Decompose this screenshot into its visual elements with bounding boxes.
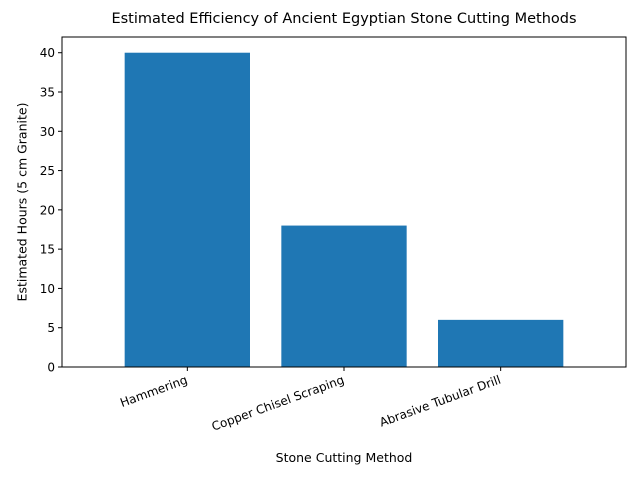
y-tick-label: 40 (40, 46, 55, 60)
bar (124, 52, 250, 367)
chart-title: Estimated Efficiency of Ancient Egyptian… (111, 11, 577, 27)
x-tick-label: Copper Chisel Scraping (210, 373, 346, 434)
bar (438, 319, 564, 367)
y-tick-label: 30 (40, 125, 55, 139)
x-axis-label: Stone Cutting Method (275, 450, 413, 465)
x-tick-label: Abrasive Tubular Drill (378, 373, 503, 430)
y-tick-label: 10 (40, 282, 55, 296)
y-tick-label: 15 (40, 243, 55, 257)
y-tick-label: 5 (47, 321, 55, 335)
y-tick-label: 20 (40, 203, 55, 217)
y-tick-label: 0 (47, 361, 55, 375)
bar (281, 225, 407, 367)
y-tick-label: 35 (40, 86, 55, 100)
y-tick-label: 25 (40, 164, 55, 178)
x-tick-label: Hammering (118, 373, 189, 410)
axes-frame (61, 36, 627, 368)
